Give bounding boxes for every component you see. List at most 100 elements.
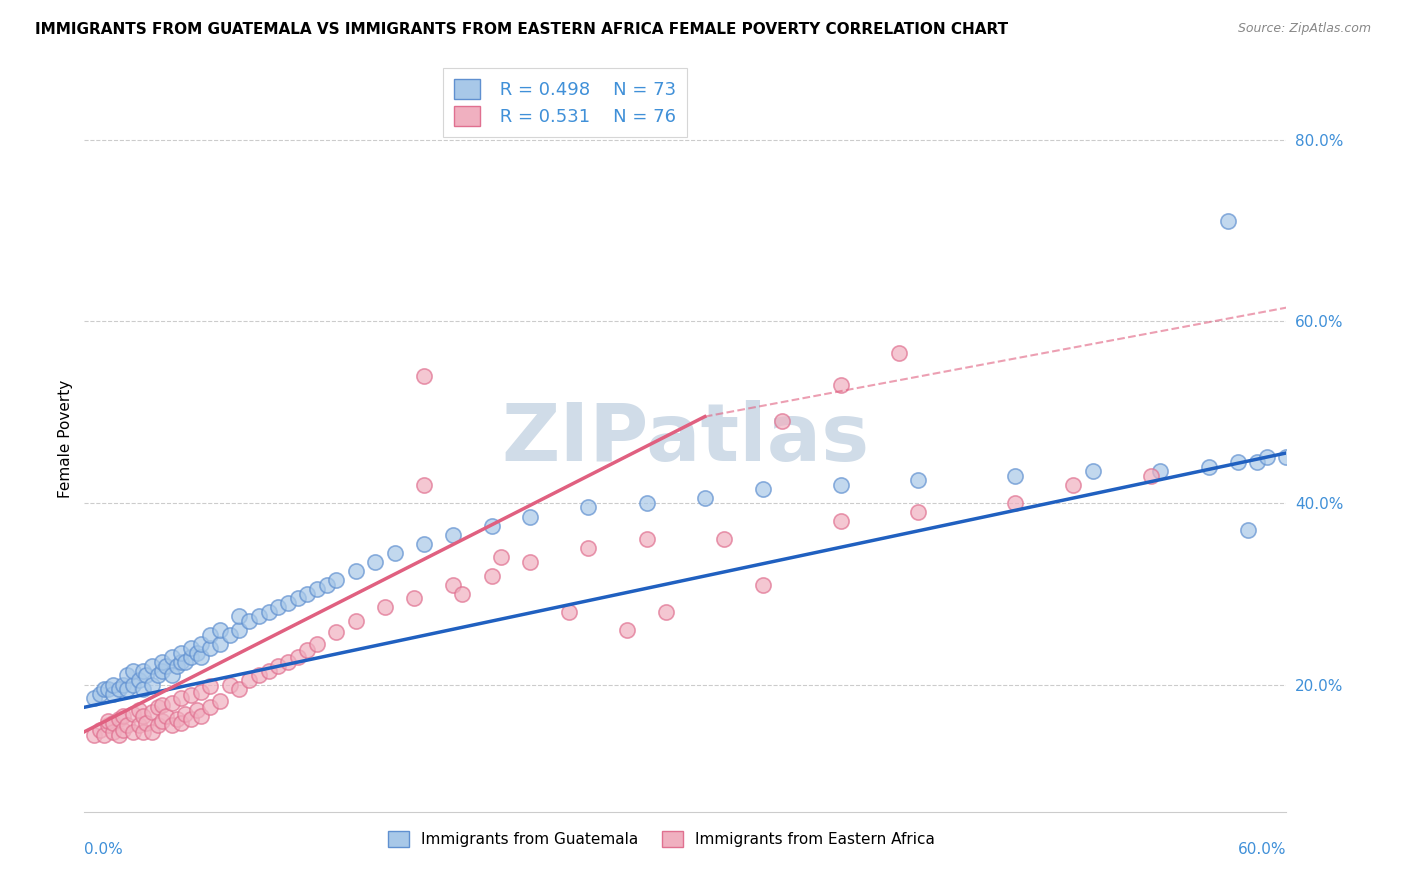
Point xyxy=(115,682,138,697)
Point xyxy=(218,627,240,641)
Point xyxy=(267,600,290,615)
Point xyxy=(200,700,222,714)
Legend: Immigrants from Guatemala, Immigrants from Eastern Africa: Immigrants from Guatemala, Immigrants fr… xyxy=(378,822,945,856)
Point xyxy=(1236,523,1258,537)
Point xyxy=(128,703,150,717)
Point xyxy=(166,712,188,726)
Point xyxy=(93,682,115,697)
Point xyxy=(287,650,309,665)
Point xyxy=(713,533,735,547)
Point xyxy=(209,694,232,708)
Point xyxy=(1149,464,1171,478)
Point xyxy=(89,687,111,701)
Point xyxy=(907,505,929,519)
Point xyxy=(374,600,396,615)
Point xyxy=(128,718,150,732)
Point xyxy=(558,605,581,619)
Point xyxy=(115,668,138,682)
Point xyxy=(190,637,212,651)
Point xyxy=(174,655,197,669)
Point xyxy=(89,723,111,737)
Point xyxy=(103,715,125,730)
Point xyxy=(200,627,222,641)
Point xyxy=(238,614,260,628)
Point xyxy=(412,537,434,551)
Point xyxy=(112,723,135,737)
Point xyxy=(907,473,929,487)
Point xyxy=(103,677,125,691)
Point xyxy=(141,659,163,673)
Point xyxy=(108,712,131,726)
Text: 0.0%: 0.0% xyxy=(84,841,124,856)
Point xyxy=(166,659,188,673)
Point xyxy=(103,687,125,701)
Point xyxy=(170,646,193,660)
Point xyxy=(135,668,157,682)
Point xyxy=(128,673,150,687)
Point xyxy=(752,577,775,591)
Point xyxy=(131,664,153,678)
Point xyxy=(384,546,406,560)
Y-axis label: Female Poverty: Female Poverty xyxy=(58,380,73,499)
Point xyxy=(481,518,503,533)
Point xyxy=(1246,455,1268,469)
Point xyxy=(402,591,425,606)
Point xyxy=(146,700,169,714)
Point xyxy=(180,689,202,703)
Point xyxy=(412,477,434,491)
Point xyxy=(160,696,183,710)
Point xyxy=(305,637,328,651)
Point xyxy=(441,527,464,541)
Point xyxy=(200,641,222,656)
Point xyxy=(228,623,250,637)
Point xyxy=(325,573,347,587)
Point xyxy=(112,677,135,691)
Point xyxy=(519,555,541,569)
Point xyxy=(190,709,212,723)
Point xyxy=(887,346,910,360)
Point xyxy=(1198,459,1220,474)
Point xyxy=(180,641,202,656)
Point xyxy=(1275,450,1298,465)
Point xyxy=(103,724,125,739)
Point xyxy=(830,377,852,392)
Point xyxy=(228,682,250,697)
Point xyxy=(160,650,183,665)
Text: 60.0%: 60.0% xyxy=(1239,841,1286,856)
Point xyxy=(131,724,153,739)
Point xyxy=(1139,468,1161,483)
Point xyxy=(578,541,600,556)
Point xyxy=(297,587,319,601)
Point xyxy=(190,650,212,665)
Point xyxy=(655,605,678,619)
Point xyxy=(160,718,183,732)
Point xyxy=(297,643,319,657)
Point xyxy=(489,550,512,565)
Point xyxy=(247,668,270,682)
Point xyxy=(131,709,153,723)
Point xyxy=(287,591,309,606)
Point xyxy=(267,659,290,673)
Text: ZIPatlas: ZIPatlas xyxy=(502,401,869,478)
Point xyxy=(174,706,197,721)
Point xyxy=(344,564,367,578)
Point xyxy=(108,682,131,697)
Point xyxy=(1218,214,1240,228)
Point xyxy=(180,650,202,665)
Point xyxy=(141,705,163,719)
Point xyxy=(1004,496,1026,510)
Point xyxy=(108,727,131,741)
Point xyxy=(150,655,173,669)
Point xyxy=(1062,477,1084,491)
Point xyxy=(277,596,299,610)
Point xyxy=(150,698,173,712)
Point xyxy=(636,496,658,510)
Point xyxy=(770,414,793,428)
Point xyxy=(97,714,120,728)
Point xyxy=(519,509,541,524)
Point xyxy=(1256,450,1278,465)
Point xyxy=(315,577,337,591)
Point xyxy=(121,664,143,678)
Point xyxy=(135,715,157,730)
Point xyxy=(364,555,387,569)
